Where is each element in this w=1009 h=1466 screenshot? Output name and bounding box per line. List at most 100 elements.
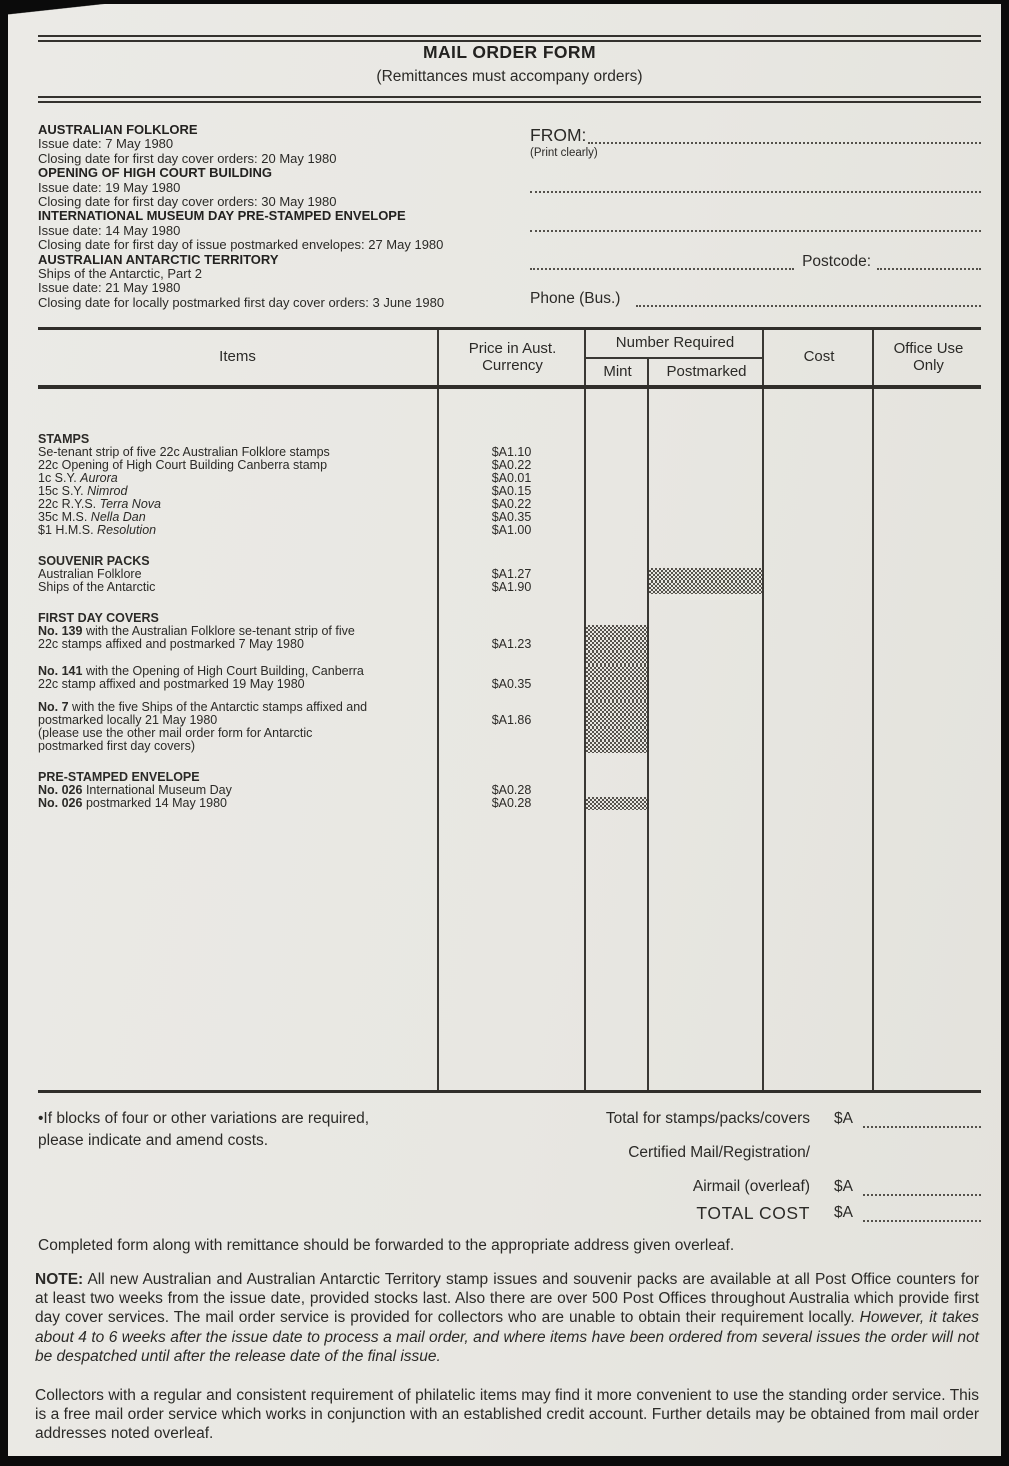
table-row (38, 594, 981, 612)
cell-post (647, 511, 762, 524)
cell-price (437, 691, 584, 701)
total-row-airmail: Airmail (overleaf) $A (438, 1178, 981, 1196)
cell-mint (584, 594, 647, 612)
cell-price (437, 665, 584, 678)
cell-mint (584, 524, 647, 537)
cell-cost (762, 771, 872, 784)
table-row: 22c stamp affixed and postmarked 19 May … (38, 678, 981, 691)
cell-post (647, 753, 762, 771)
cell-post (647, 771, 762, 784)
cell-post (647, 701, 762, 714)
cell-price: $A0.35 (437, 678, 584, 691)
cell-items: postmarked locally 21 May 1980 (38, 714, 218, 727)
cell-price: $A1.90 (437, 581, 584, 594)
table-row (38, 691, 981, 701)
issue-line: Issue date: 7 May 1980 (38, 136, 174, 152)
cell-mint (584, 511, 647, 524)
cell-price (437, 701, 584, 714)
cell-mint (584, 691, 647, 701)
issue-line: Closing date for locally postmarked firs… (38, 294, 445, 310)
address-write-in-line (530, 175, 981, 193)
issue-line: Closing date for first day of issue post… (38, 237, 444, 253)
cell-cost (762, 714, 872, 727)
cell-items: No. 026 postmarked 14 May 1980 (38, 797, 227, 810)
table-row (38, 537, 981, 555)
cell-cost (762, 568, 872, 581)
cell-mint (584, 472, 647, 485)
cell-cost (762, 727, 872, 740)
cell-price (437, 727, 584, 740)
cell-mint (584, 612, 647, 625)
cell-mint (584, 581, 647, 594)
order-table-body: STAMPS Se-tenant strip of five 22c Austra… (38, 389, 981, 1090)
completed-form-note: Completed form along with remittance sho… (38, 1237, 735, 1254)
cell-items: 15c S.Y. Nimrod (38, 485, 128, 498)
table-row: Ships of the Antarctic $A1.90 (38, 581, 981, 594)
issue-block: OPENING OF HIGH COURT BUILDING Issue dat… (38, 165, 508, 209)
divider (38, 35, 981, 37)
cell-post (647, 691, 762, 701)
cell-cost (762, 625, 872, 638)
cell-price: $A1.86 (437, 714, 584, 727)
table-bottom-rule (38, 1090, 981, 1093)
column-header-postmarked: Postmarked (647, 359, 764, 385)
cell-items: 35c M.S. Nella Dan (38, 511, 146, 524)
cell-price: $A0.22 (437, 498, 584, 511)
cell-mint (584, 810, 647, 1090)
cell-post (647, 555, 762, 568)
cell-mint (584, 701, 647, 714)
table-row: No. 139 with the Australian Folklore se-… (38, 625, 981, 638)
column-header-items: Items (219, 348, 256, 366)
cell-mint (584, 625, 647, 638)
table-row: 15c S.Y. Nimrod $A0.15 (38, 485, 981, 498)
cell-post (647, 714, 762, 727)
cell-office (872, 555, 981, 568)
cell-office (872, 524, 981, 537)
cell-items: No. 026 International Museum Day (38, 784, 232, 797)
cell-office (872, 537, 981, 555)
print-clearly-hint: (Print clearly) (530, 147, 598, 159)
cell-cost (762, 678, 872, 691)
cell-items: $1 H.M.S. Resolution (38, 524, 157, 537)
issue-block: AUSTRALIAN FOLKLORE Issue date: 7 May 19… (38, 122, 508, 166)
cell-post (647, 625, 762, 638)
table-row: Se-tenant strip of five 22c Australian F… (38, 446, 981, 459)
cell-items: Se-tenant strip of five 22c Australian F… (38, 446, 330, 459)
cell-office (872, 472, 981, 485)
cell-cost (762, 638, 872, 651)
table-row: 22c R.Y.S. Terra Nova $A0.22 (38, 498, 981, 511)
note-label: NOTE: (35, 1271, 84, 1288)
cell-price: $A0.22 (437, 459, 584, 472)
cell-items: 22c Opening of High Court Building Canbe… (38, 459, 328, 472)
table-row: No. 141 with the Opening of High Court B… (38, 665, 981, 678)
total-label: Airmail (overleaf) (692, 1178, 810, 1195)
cell-office (872, 691, 981, 701)
table-row: 22c stamps affixed and postmarked 7 May … (38, 638, 981, 651)
cell-cost (762, 797, 872, 810)
table-row (38, 753, 981, 771)
scan-corner-artifact (8, 4, 118, 16)
postcode-field: Postcode: (530, 252, 981, 270)
table-row: 22c Opening of High Court Building Canbe… (38, 459, 981, 472)
column-header-office-use: Office Use Only (872, 330, 983, 385)
cell-cost (762, 740, 872, 753)
cell-items (38, 651, 437, 665)
cell-post (647, 524, 762, 537)
currency-label: $A (834, 1178, 853, 1195)
cell-mint (584, 665, 647, 678)
issue-block: INTERNATIONAL MUSEUM DAY PRE-STAMPED ENV… (38, 209, 508, 253)
cell-post (647, 727, 762, 740)
cell-cost (762, 446, 872, 459)
phone-field: Phone (Bus.) (530, 290, 981, 307)
cell-mint (584, 678, 647, 691)
cell-price (437, 594, 584, 612)
cell-cost (762, 459, 872, 472)
page-title: MAIL ORDER FORM (423, 42, 596, 62)
cell-office (872, 498, 981, 511)
issue-line: Issue date: 21 May 1980 (38, 280, 181, 296)
cell-items: No. 141 with the Opening of High Court B… (38, 665, 364, 678)
divider (38, 40, 981, 42)
cell-price (437, 612, 584, 625)
total-row-total-cost: TOTAL COST $A (438, 1204, 981, 1222)
cell-office (872, 459, 981, 472)
